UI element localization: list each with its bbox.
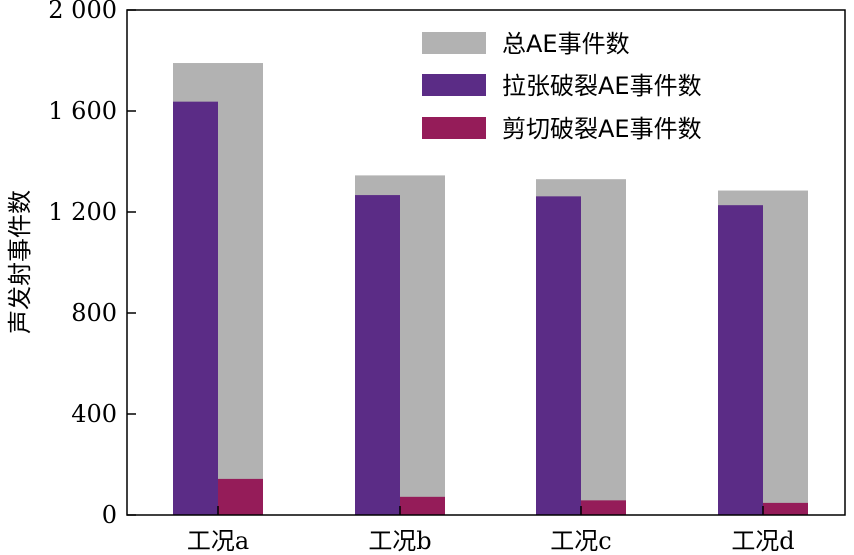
bar-tensile-ae	[536, 196, 581, 515]
y-tick-label: 1 200	[48, 198, 117, 226]
bar-shear-ae	[218, 478, 263, 515]
legend-label: 剪切破裂AE事件数	[502, 115, 702, 143]
y-tick-label: 800	[71, 299, 117, 327]
legend-swatch	[422, 117, 486, 139]
legend-label: 拉张破裂AE事件数	[502, 72, 702, 100]
legend-swatch	[422, 74, 486, 96]
bar-shear-ae	[400, 496, 445, 515]
x-axis-ticks: 工况a 工况b 工况c 工况d	[187, 506, 795, 555]
x-tick-label: 工况d	[731, 527, 794, 555]
plot-frame	[126, 9, 846, 516]
x-tick-label: 工况b	[368, 527, 431, 555]
x-tick-label: 工况c	[550, 527, 611, 555]
y-tick-label: 2 000	[48, 0, 117, 24]
y-axis-ticks: 0 400 800 1 200 1 600 2 000	[48, 0, 136, 529]
y-tick-label: 1 600	[48, 97, 117, 125]
legend-label: 总AE事件数	[502, 30, 630, 58]
bar-tensile-ae	[173, 101, 218, 515]
bars-group	[173, 63, 808, 516]
bar-tensile-ae	[355, 195, 400, 515]
legend-swatch	[422, 32, 486, 54]
y-tick-label: 400	[71, 400, 117, 428]
y-axis-title: 声发射事件数	[6, 190, 34, 334]
bar-tensile-ae	[718, 205, 763, 515]
x-tick-label: 工况a	[187, 527, 249, 555]
bar-shear-ae	[763, 502, 808, 515]
y-tick-label: 0	[102, 501, 117, 529]
bar-shear-ae	[581, 500, 626, 515]
